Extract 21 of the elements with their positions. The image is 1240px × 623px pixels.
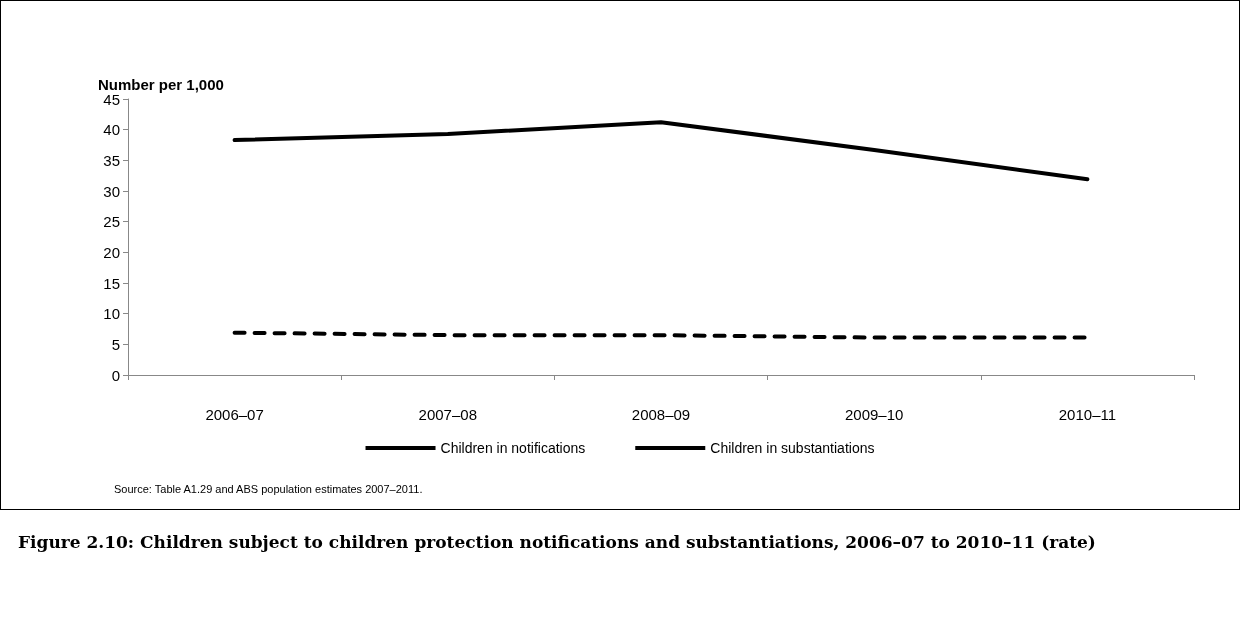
text: Figure 2.10: Children subject to children protection notifications and substantiations, 2006–07 to 2010–11 (rate) <box>18 531 1097 554</box>
x-tick-label: 2008–09 <box>631 406 691 423</box>
y-tick-label: 0 <box>111 366 120 384</box>
x-tick-label: 2010–11 <box>1058 406 1117 423</box>
y-tick-label: 40 <box>103 121 120 139</box>
y-tick-label: 15 <box>103 274 120 292</box>
legend-label: Children in substantiations <box>710 440 875 456</box>
y-tick-label: 25 <box>103 213 120 231</box>
line-series <box>232 120 1090 182</box>
y-tick-label: 10 <box>103 305 120 323</box>
x-tick-label: 2009–10 <box>845 406 904 423</box>
y-tick-label: 45 <box>103 90 120 108</box>
y-tick-label: 5 <box>111 335 120 353</box>
y-tick-label: 20 <box>103 243 120 261</box>
legend-label: Children in notifications <box>440 440 586 456</box>
x-tick-label: 2007–08 <box>418 406 477 423</box>
y-tick-label: 30 <box>103 182 120 200</box>
x-tick-label: 2006–07 <box>205 406 264 423</box>
y-tick-label: 35 <box>103 151 120 169</box>
source-note: Source: Table A1.29 and ABS population estimates 2007–2011. <box>114 482 423 495</box>
y-axis-title: Number per 1,000 <box>98 76 224 93</box>
